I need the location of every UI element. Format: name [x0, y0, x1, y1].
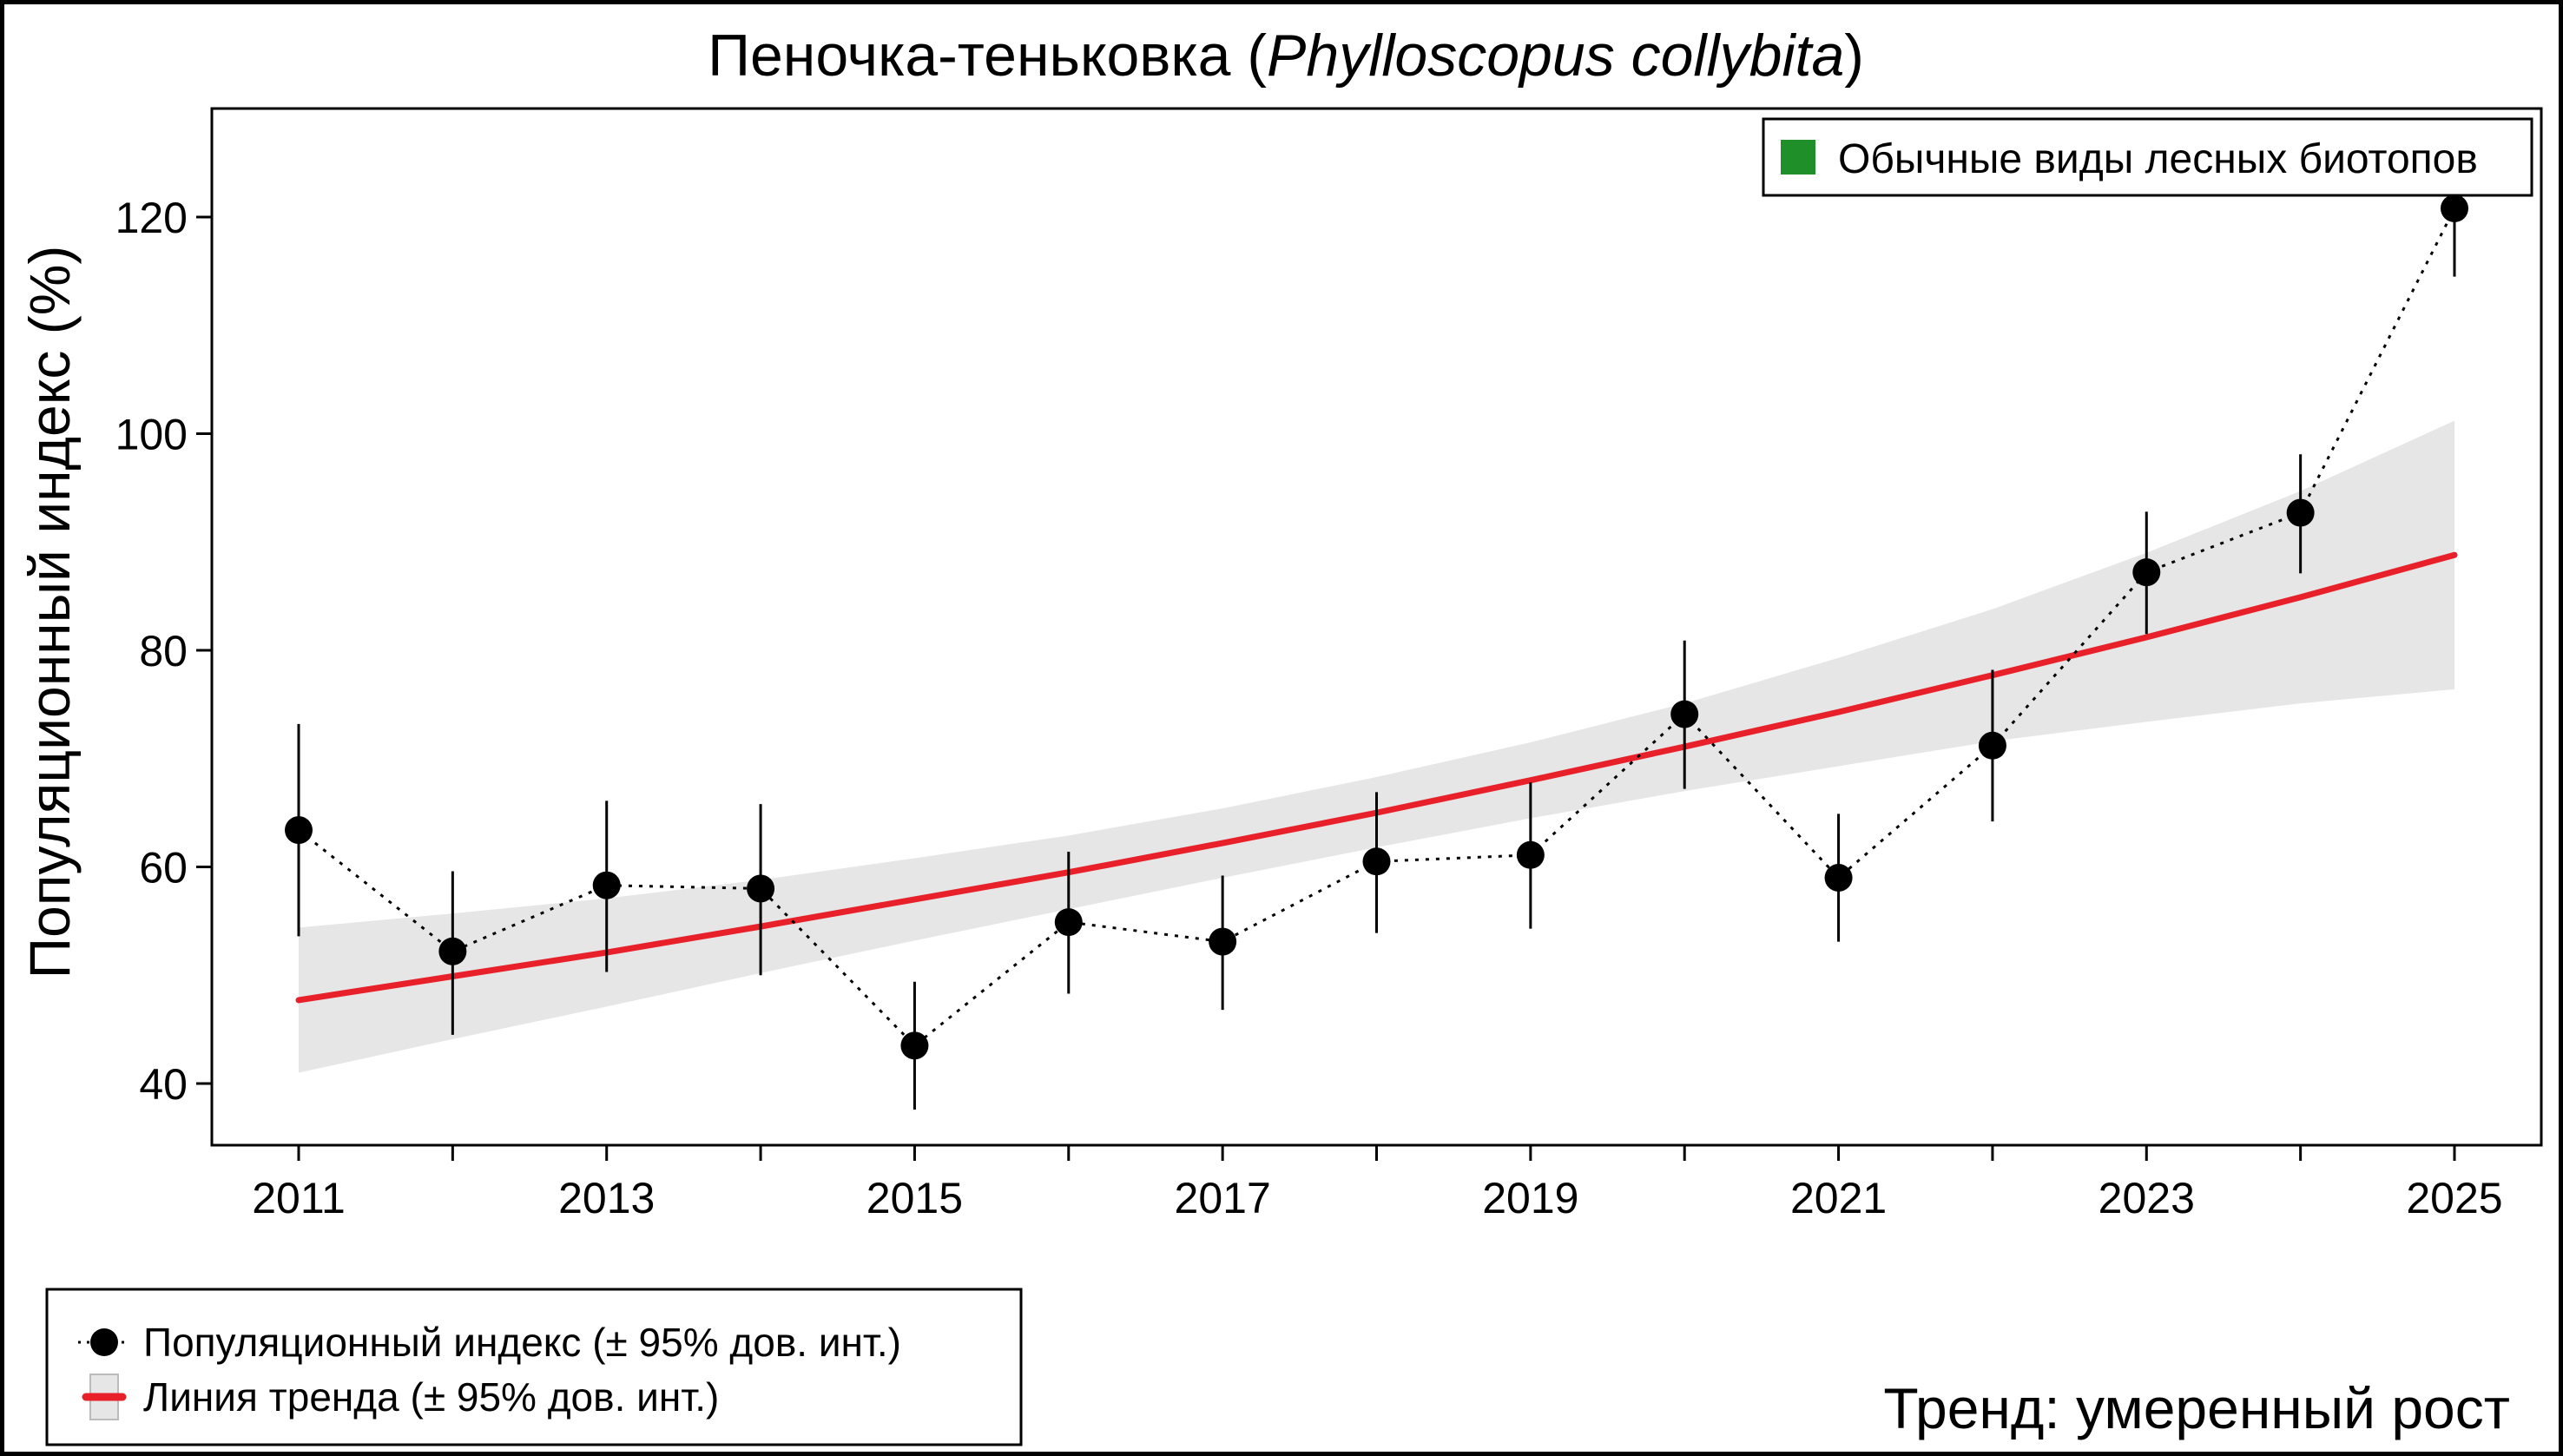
data-point-2019	[1516, 840, 1545, 869]
x-tick-label: 2013	[558, 1174, 655, 1222]
data-point-2012	[438, 937, 467, 965]
data-point-2023	[2132, 558, 2161, 587]
data-point-2022	[1978, 731, 2006, 760]
data-point-2013	[592, 871, 621, 899]
data-point-2014	[747, 874, 775, 903]
y-axis-label: Популяционный индекс (%)	[17, 246, 82, 979]
x-tick-label: 2017	[1175, 1174, 1271, 1222]
legend-group-label: Обычные виды лесных биотопов	[1838, 136, 2478, 182]
legend-index-label: Популяционный индекс (± 95% дов. инт.)	[143, 1320, 901, 1365]
legend-series: Популяционный индекс (± 95% дов. инт.) Л…	[45, 1288, 1023, 1446]
legend-series-box	[45, 1288, 1023, 1446]
y-tick-label: 60	[139, 844, 188, 893]
x-tick-label: 2015	[866, 1174, 963, 1222]
data-point-2021	[1824, 863, 1853, 892]
x-tick-label: 2021	[1790, 1174, 1887, 1222]
legend-group: Обычные виды лесных биотопов	[1762, 117, 2533, 197]
chart-title: Пеночка-теньковка (Phylloscopus collybit…	[708, 23, 1864, 89]
plot-area: 40 60 80 100 120 2011 2013 2015 2017 2019 2021 2023…	[115, 107, 2543, 1222]
y-tick-label: 120	[115, 194, 188, 242]
chart-svg: Пеночка-теньковка (Phylloscopus collybit…	[17, 23, 2543, 1446]
x-tick-label: 2023	[2098, 1174, 2195, 1222]
trend-ci-band	[299, 420, 2454, 1073]
legend-index-marker	[90, 1328, 118, 1356]
data-point-2020	[1670, 700, 1699, 728]
data-point-2017	[1209, 927, 1237, 956]
x-tick-label: 2011	[252, 1174, 346, 1222]
data-point-2016	[1054, 908, 1083, 937]
x-tick-label: 2025	[2406, 1174, 2502, 1222]
y-tick-label: 80	[139, 627, 188, 675]
data-point-2025	[2441, 194, 2468, 223]
trend-annotation: Тренд: умеренный рост	[1883, 1376, 2510, 1440]
data-point-2015	[900, 1031, 929, 1060]
data-point-2018	[1362, 847, 1391, 876]
legend-group-swatch	[1781, 140, 1815, 175]
legend-trend-label: Линия тренда (± 95% дов. инт.)	[143, 1374, 719, 1420]
y-tick-label: 100	[115, 411, 188, 459]
y-tick-label: 40	[139, 1060, 188, 1109]
data-point-2011	[285, 816, 313, 845]
legend-group-box	[1762, 117, 2533, 197]
x-tick-label: 2019	[1482, 1174, 1578, 1222]
data-point-2024	[2286, 498, 2315, 527]
